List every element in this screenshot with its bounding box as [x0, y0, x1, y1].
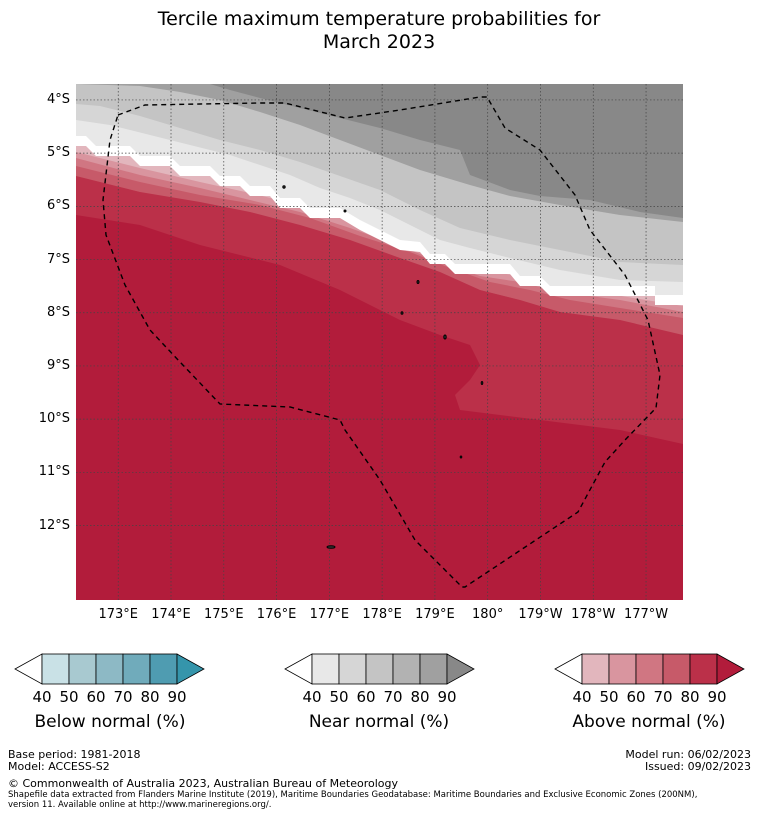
- lon-label: 174°E: [151, 607, 191, 622]
- colorbar-tick: 80: [410, 688, 430, 706]
- island-5: [416, 280, 420, 284]
- colorbar-segment: [149, 653, 178, 685]
- chart-title: Tercile maximum temperature probabilitie…: [0, 8, 758, 54]
- lon-label: 179°E: [415, 607, 455, 622]
- lat-label: 6°S: [46, 198, 70, 214]
- colorbar-extend-low: [284, 653, 313, 685]
- colorbar-segment: [365, 653, 394, 685]
- colorbar-extend-low: [554, 653, 583, 685]
- lat-label: 4°S: [46, 91, 70, 107]
- map-fill-layers: [76, 84, 683, 600]
- colorbar-tick: 70: [653, 688, 673, 706]
- colorbar-segment: [608, 653, 637, 685]
- colorbar-tick: 90: [167, 688, 187, 706]
- colorbar-tick: 40: [572, 688, 592, 706]
- lon-label: 177°W: [623, 607, 669, 622]
- colorbar-tick: 40: [302, 688, 322, 706]
- lon-label: 178°E: [362, 607, 402, 622]
- lat-label: 10°S: [38, 411, 70, 427]
- title-line-2: March 2023: [322, 31, 436, 53]
- model-run: Model run: 06/02/2023: [625, 748, 751, 761]
- footer-left: Base period: 1981-2018 Model: ACCESS-S2: [8, 749, 140, 773]
- colorbar-tick: 80: [680, 688, 700, 706]
- footer-right: Model run: 06/02/2023 Issued: 09/02/2023: [625, 749, 751, 773]
- colorbar-extend-high: [716, 653, 745, 685]
- lon-label: 179°W: [518, 607, 563, 622]
- colorbar-tick: 70: [113, 688, 133, 706]
- lat-label: 9°S: [46, 357, 70, 373]
- island-4: [443, 334, 447, 340]
- colorbar-segment: [68, 653, 97, 685]
- issued-date: Issued: 09/02/2023: [644, 760, 751, 773]
- shapefile-line-1: Shapefile data extracted from Flanders M…: [8, 790, 698, 800]
- colorbar-segment: [689, 653, 718, 685]
- colorbars: [14, 653, 745, 685]
- colorbar-tick: 60: [86, 688, 106, 706]
- colorbar-tick: 50: [599, 688, 619, 706]
- colorbar-segment: [581, 653, 610, 685]
- colorbar-extend-low: [14, 653, 43, 685]
- colorbar-tick: 40: [32, 688, 52, 706]
- island-8: [459, 455, 463, 459]
- colorbar-tick: 60: [356, 688, 376, 706]
- islands: [282, 185, 484, 549]
- colorbar-segment: [662, 653, 691, 685]
- lat-label: 7°S: [46, 251, 70, 267]
- colorbar-extend-high: [446, 653, 475, 685]
- island-6: [400, 311, 404, 315]
- near-80-zone: [210, 84, 683, 218]
- above-normal-label: Above normal (%): [572, 712, 726, 732]
- shapefile-credit: Shapefile data extracted from Flanders M…: [8, 790, 758, 810]
- lat-label: 11°S: [38, 464, 70, 480]
- colorbar-extend-high: [176, 653, 205, 685]
- colorbar-tick: 80: [140, 688, 160, 706]
- colorbar-tick: 50: [329, 688, 349, 706]
- colorbar-3: [554, 653, 745, 685]
- title-line-1: Tercile maximum temperature probabilitie…: [157, 8, 601, 30]
- lon-label: 178°W: [571, 607, 616, 622]
- colorbar-tick: 70: [383, 688, 403, 706]
- lon-label: 177°E: [309, 607, 350, 622]
- colorbar-tick: 60: [626, 688, 646, 706]
- lat-label: 12°S: [38, 517, 70, 533]
- island-1: [326, 545, 336, 549]
- colorbar-1: [14, 653, 205, 685]
- colorbar-tick: 90: [437, 688, 457, 706]
- near-normal-label: Near normal (%): [308, 712, 450, 732]
- lon-label: 180°: [472, 607, 504, 622]
- colorbar-segment: [338, 653, 367, 685]
- lon-label: 176°E: [256, 607, 297, 622]
- island-2: [282, 185, 286, 189]
- below-normal-label: Below normal (%): [34, 712, 186, 732]
- lat-label: 5°S: [46, 145, 70, 161]
- eez-boundary-line: [102, 96, 661, 588]
- colorbar-segment: [419, 653, 448, 685]
- lat-label: 8°S: [46, 304, 70, 320]
- lon-label: 173°E: [98, 607, 138, 622]
- shapefile-line-2: version 11. Available online at http://w…: [8, 800, 272, 810]
- island-3: [343, 209, 347, 213]
- colorbar-2: [284, 653, 475, 685]
- colorbar-tick: 50: [59, 688, 79, 706]
- model-name: Model: ACCESS-S2: [8, 760, 110, 773]
- island-7: [480, 381, 484, 385]
- base-period: Base period: 1981-2018: [8, 748, 141, 761]
- colorbar-segment: [635, 653, 664, 685]
- colorbar-segment: [122, 653, 151, 685]
- lon-label: 175°E: [204, 607, 244, 622]
- colorbar-tick: 90: [707, 688, 727, 706]
- colorbar-segment: [392, 653, 421, 685]
- colorbar-segment: [41, 653, 70, 685]
- colorbar-segment: [311, 653, 340, 685]
- colorbar-segment: [95, 653, 124, 685]
- copyright: © Commonwealth of Australia 2023, Austra…: [8, 777, 398, 790]
